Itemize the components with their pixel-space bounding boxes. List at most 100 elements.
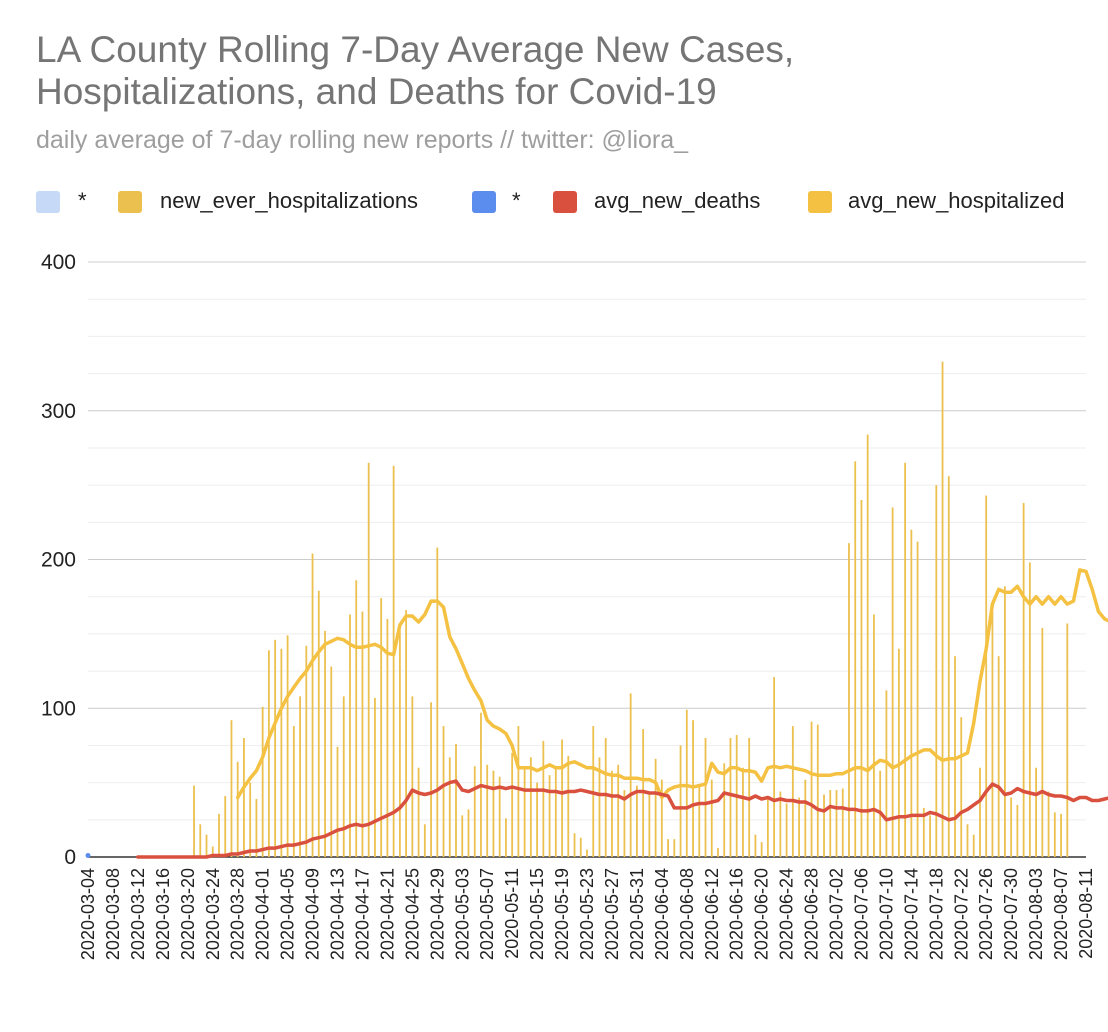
bar — [423, 824, 426, 857]
bar — [723, 763, 726, 857]
line-avg-new-hospitalized — [235, 568, 1108, 800]
bar — [754, 834, 757, 857]
bar — [654, 758, 657, 857]
bars-new-ever-hospitalizations — [193, 361, 1069, 857]
bar — [317, 590, 320, 857]
bar — [398, 630, 401, 857]
y-tick-label: 300 — [41, 400, 76, 423]
bar — [935, 485, 938, 857]
x-tick-label: 2020-06-08 — [677, 868, 697, 960]
x-tick-label: 2020-04-17 — [352, 868, 372, 960]
bar — [292, 726, 295, 857]
bar — [660, 779, 663, 857]
x-tick-label: 2020-07-10 — [876, 868, 896, 960]
bar — [966, 824, 969, 857]
series-lines — [85, 568, 1108, 859]
x-tick-label: 2020-03-12 — [128, 868, 148, 960]
legend-item-new-ever-hospitalizations[interactable]: new_ever_hospitalizations — [118, 188, 418, 213]
x-tick-label: 2020-07-18 — [926, 868, 946, 960]
bar — [779, 791, 782, 857]
bar — [380, 598, 383, 857]
bar — [255, 798, 258, 857]
bar — [324, 630, 326, 857]
bar — [355, 580, 358, 857]
bar — [941, 361, 944, 857]
legend-label-new-ever-hospitalizations: new_ever_hospitalizations — [160, 188, 418, 213]
bar — [261, 706, 264, 857]
series-point-star — [85, 853, 91, 859]
x-tick-label: 2020-04-09 — [303, 868, 323, 960]
bar — [1010, 797, 1013, 857]
bar — [224, 796, 227, 857]
bar — [960, 717, 963, 857]
bar — [436, 547, 439, 857]
bar — [561, 739, 563, 857]
bar — [891, 507, 894, 857]
x-tick-label: 2020-04-21 — [377, 868, 397, 960]
bar — [573, 833, 576, 857]
bar — [916, 541, 919, 857]
bar — [604, 738, 607, 857]
x-tick-label: 2020-08-03 — [1026, 868, 1046, 960]
legend-label-avg-new-hospitalized: avg_new_hospitalized — [848, 188, 1065, 213]
bar — [492, 770, 495, 857]
x-tick-label: 2020-06-16 — [727, 868, 747, 960]
bar — [922, 807, 925, 857]
bar — [685, 709, 688, 857]
bar — [947, 476, 950, 857]
legend-item-star-bars[interactable]: * — [36, 188, 87, 213]
bar — [841, 788, 844, 857]
bar — [193, 785, 195, 857]
bar — [897, 648, 900, 857]
bar — [536, 782, 538, 857]
bar — [236, 761, 239, 857]
legend-label-avg-new-deaths: avg_new_deaths — [594, 188, 760, 213]
bar — [979, 767, 981, 857]
bar — [1016, 804, 1019, 857]
legend: * new_ever_hospitalizations * avg_new_de… — [36, 188, 1065, 213]
chart-title-line-2: Hospitalizations, and Deaths for Covid-1… — [36, 71, 717, 112]
bar — [548, 775, 551, 857]
legend-item-avg-new-deaths[interactable]: avg_new_deaths — [553, 188, 760, 213]
bar — [742, 767, 744, 857]
bar — [505, 818, 507, 857]
bar — [954, 656, 956, 857]
bar — [617, 764, 620, 857]
bar — [417, 767, 420, 857]
x-tick-label: 2020-06-28 — [802, 868, 822, 960]
bar — [623, 790, 626, 857]
y-tick-label: 400 — [41, 251, 76, 274]
bar — [267, 650, 270, 857]
bar — [199, 824, 202, 857]
bar — [586, 849, 588, 857]
bar — [523, 767, 526, 857]
legend-swatch-star-bars — [36, 191, 60, 213]
bar — [1022, 502, 1025, 857]
x-tick-label: 2020-05-23 — [577, 868, 597, 960]
legend-item-star-line[interactable]: * — [472, 188, 521, 213]
legend-item-avg-new-hospitalized[interactable]: avg_new_hospitalized — [808, 188, 1065, 213]
bar — [205, 834, 208, 857]
bar — [991, 611, 994, 857]
bar — [473, 766, 476, 857]
x-tick-label: 2020-03-20 — [178, 868, 198, 960]
x-tick-label: 2020-04-25 — [402, 868, 422, 960]
bar — [885, 690, 888, 857]
bar — [305, 645, 308, 857]
bar — [274, 639, 277, 857]
legend-swatch-avg-new-deaths — [553, 191, 577, 213]
bar — [648, 794, 651, 857]
bar — [848, 543, 850, 857]
legend-swatch-star-line — [472, 191, 496, 213]
legend-label-star-line: * — [512, 188, 521, 213]
bar — [804, 779, 807, 857]
y-axis: 0 100 200 300 400 — [41, 251, 76, 869]
bar — [342, 696, 345, 857]
bar — [249, 782, 252, 857]
bar — [442, 726, 445, 857]
x-tick-label: 2020-03-04 — [78, 868, 98, 960]
bar — [1047, 791, 1050, 857]
chart-subtitle: daily average of 7-day rolling new repor… — [36, 126, 689, 154]
x-tick-label: 2020-05-27 — [602, 868, 622, 960]
bar — [997, 656, 1000, 857]
